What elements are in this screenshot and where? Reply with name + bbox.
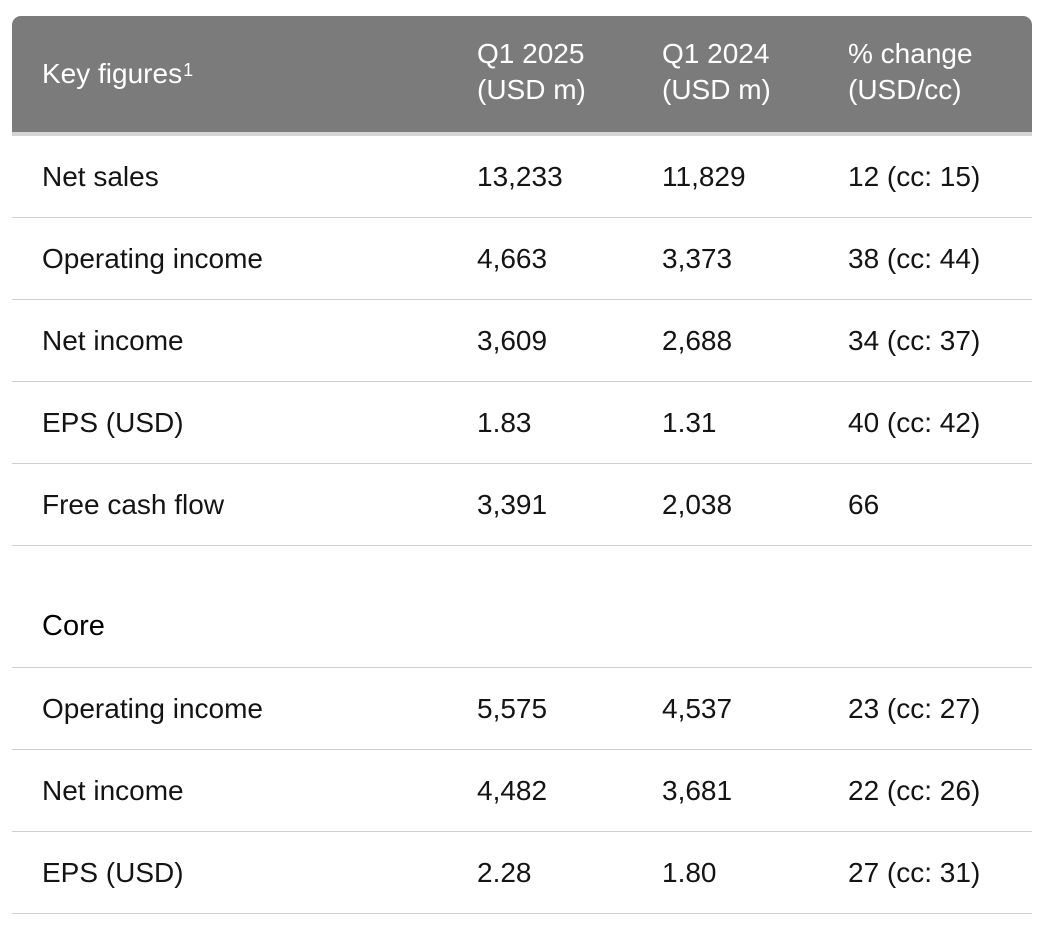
table-row: Operating income 4,663 3,373 38 (cc: 44) [12,218,1032,300]
q1-2024-value: 2,038 [662,489,733,520]
row-label: Net income [42,325,184,356]
header-q1-2025: Q1 2025 (USD m) [477,38,586,105]
q1-2024-value: 1.80 [662,857,717,888]
row-label: Operating income [42,693,264,724]
change-value: 23 (cc: 27) [848,693,981,724]
header-key-figures: Key figures1 [42,58,194,89]
q1-2024-value: 2,688 [662,325,733,356]
row-label: Operating income [42,243,264,274]
change-value: 38 (cc: 44) [848,243,981,274]
change-value: 40 (cc: 42) [848,407,981,438]
core-title: Core [42,610,105,642]
q1-2024-value: 11,829 [662,161,746,192]
footnote-marker: 1 [183,60,194,80]
change-value: 34 (cc: 37) [848,325,981,356]
key-figures-table: Key figures1 Q1 2025 (USD m) Q1 2024 (US… [12,16,1032,914]
table-row: Free cash flow 3,391 2,038 66 [12,464,1032,546]
table-row: Net income 4,482 3,681 22 (cc: 26) [12,750,1032,832]
q1-2025-value: 1.83 [477,407,532,438]
section-spacer [12,546,1032,586]
change-value: 22 (cc: 26) [848,775,981,806]
change-value: 66 [848,489,880,520]
q1-2025-value: 3,609 [477,325,548,356]
q1-2025-value: 2.28 [477,857,532,888]
row-label: Net sales [42,161,159,192]
q1-2024-value: 3,373 [662,243,733,274]
q1-2025-value: 3,391 [477,489,548,520]
table-header: Key figures1 Q1 2025 (USD m) Q1 2024 (US… [12,16,1032,136]
row-label: EPS (USD) [42,857,184,888]
q1-2025-value: 4,482 [477,775,548,806]
header-divider [12,132,1032,136]
table-row: EPS (USD) 1.83 1.31 40 (cc: 42) [12,382,1032,464]
q1-2025-value: 5,575 [477,693,548,724]
table-row: Operating income 5,575 4,537 23 (cc: 27) [12,668,1032,750]
core-section-header: Core [12,586,1032,668]
q1-2024-value: 4,537 [662,693,733,724]
q1-2025-value: 4,663 [477,243,548,274]
change-value: 27 (cc: 31) [848,857,981,888]
header-q1-2024: Q1 2024 (USD m) [662,38,771,105]
table-row: Net income 3,609 2,688 34 (cc: 37) [12,300,1032,382]
table-row: Net sales 13,233 11,829 12 (cc: 15) [12,136,1032,218]
table-row: EPS (USD) 2.28 1.80 27 (cc: 31) [12,832,1032,914]
change-value: 12 (cc: 15) [848,161,981,192]
header-percent-change: % change (USD/cc) [848,38,973,105]
q1-2025-value: 13,233 [477,161,563,192]
q1-2024-value: 3,681 [662,775,733,806]
q1-2024-value: 1.31 [662,407,717,438]
row-label: EPS (USD) [42,407,184,438]
row-label: Free cash flow [42,489,225,520]
row-label: Net income [42,775,184,806]
